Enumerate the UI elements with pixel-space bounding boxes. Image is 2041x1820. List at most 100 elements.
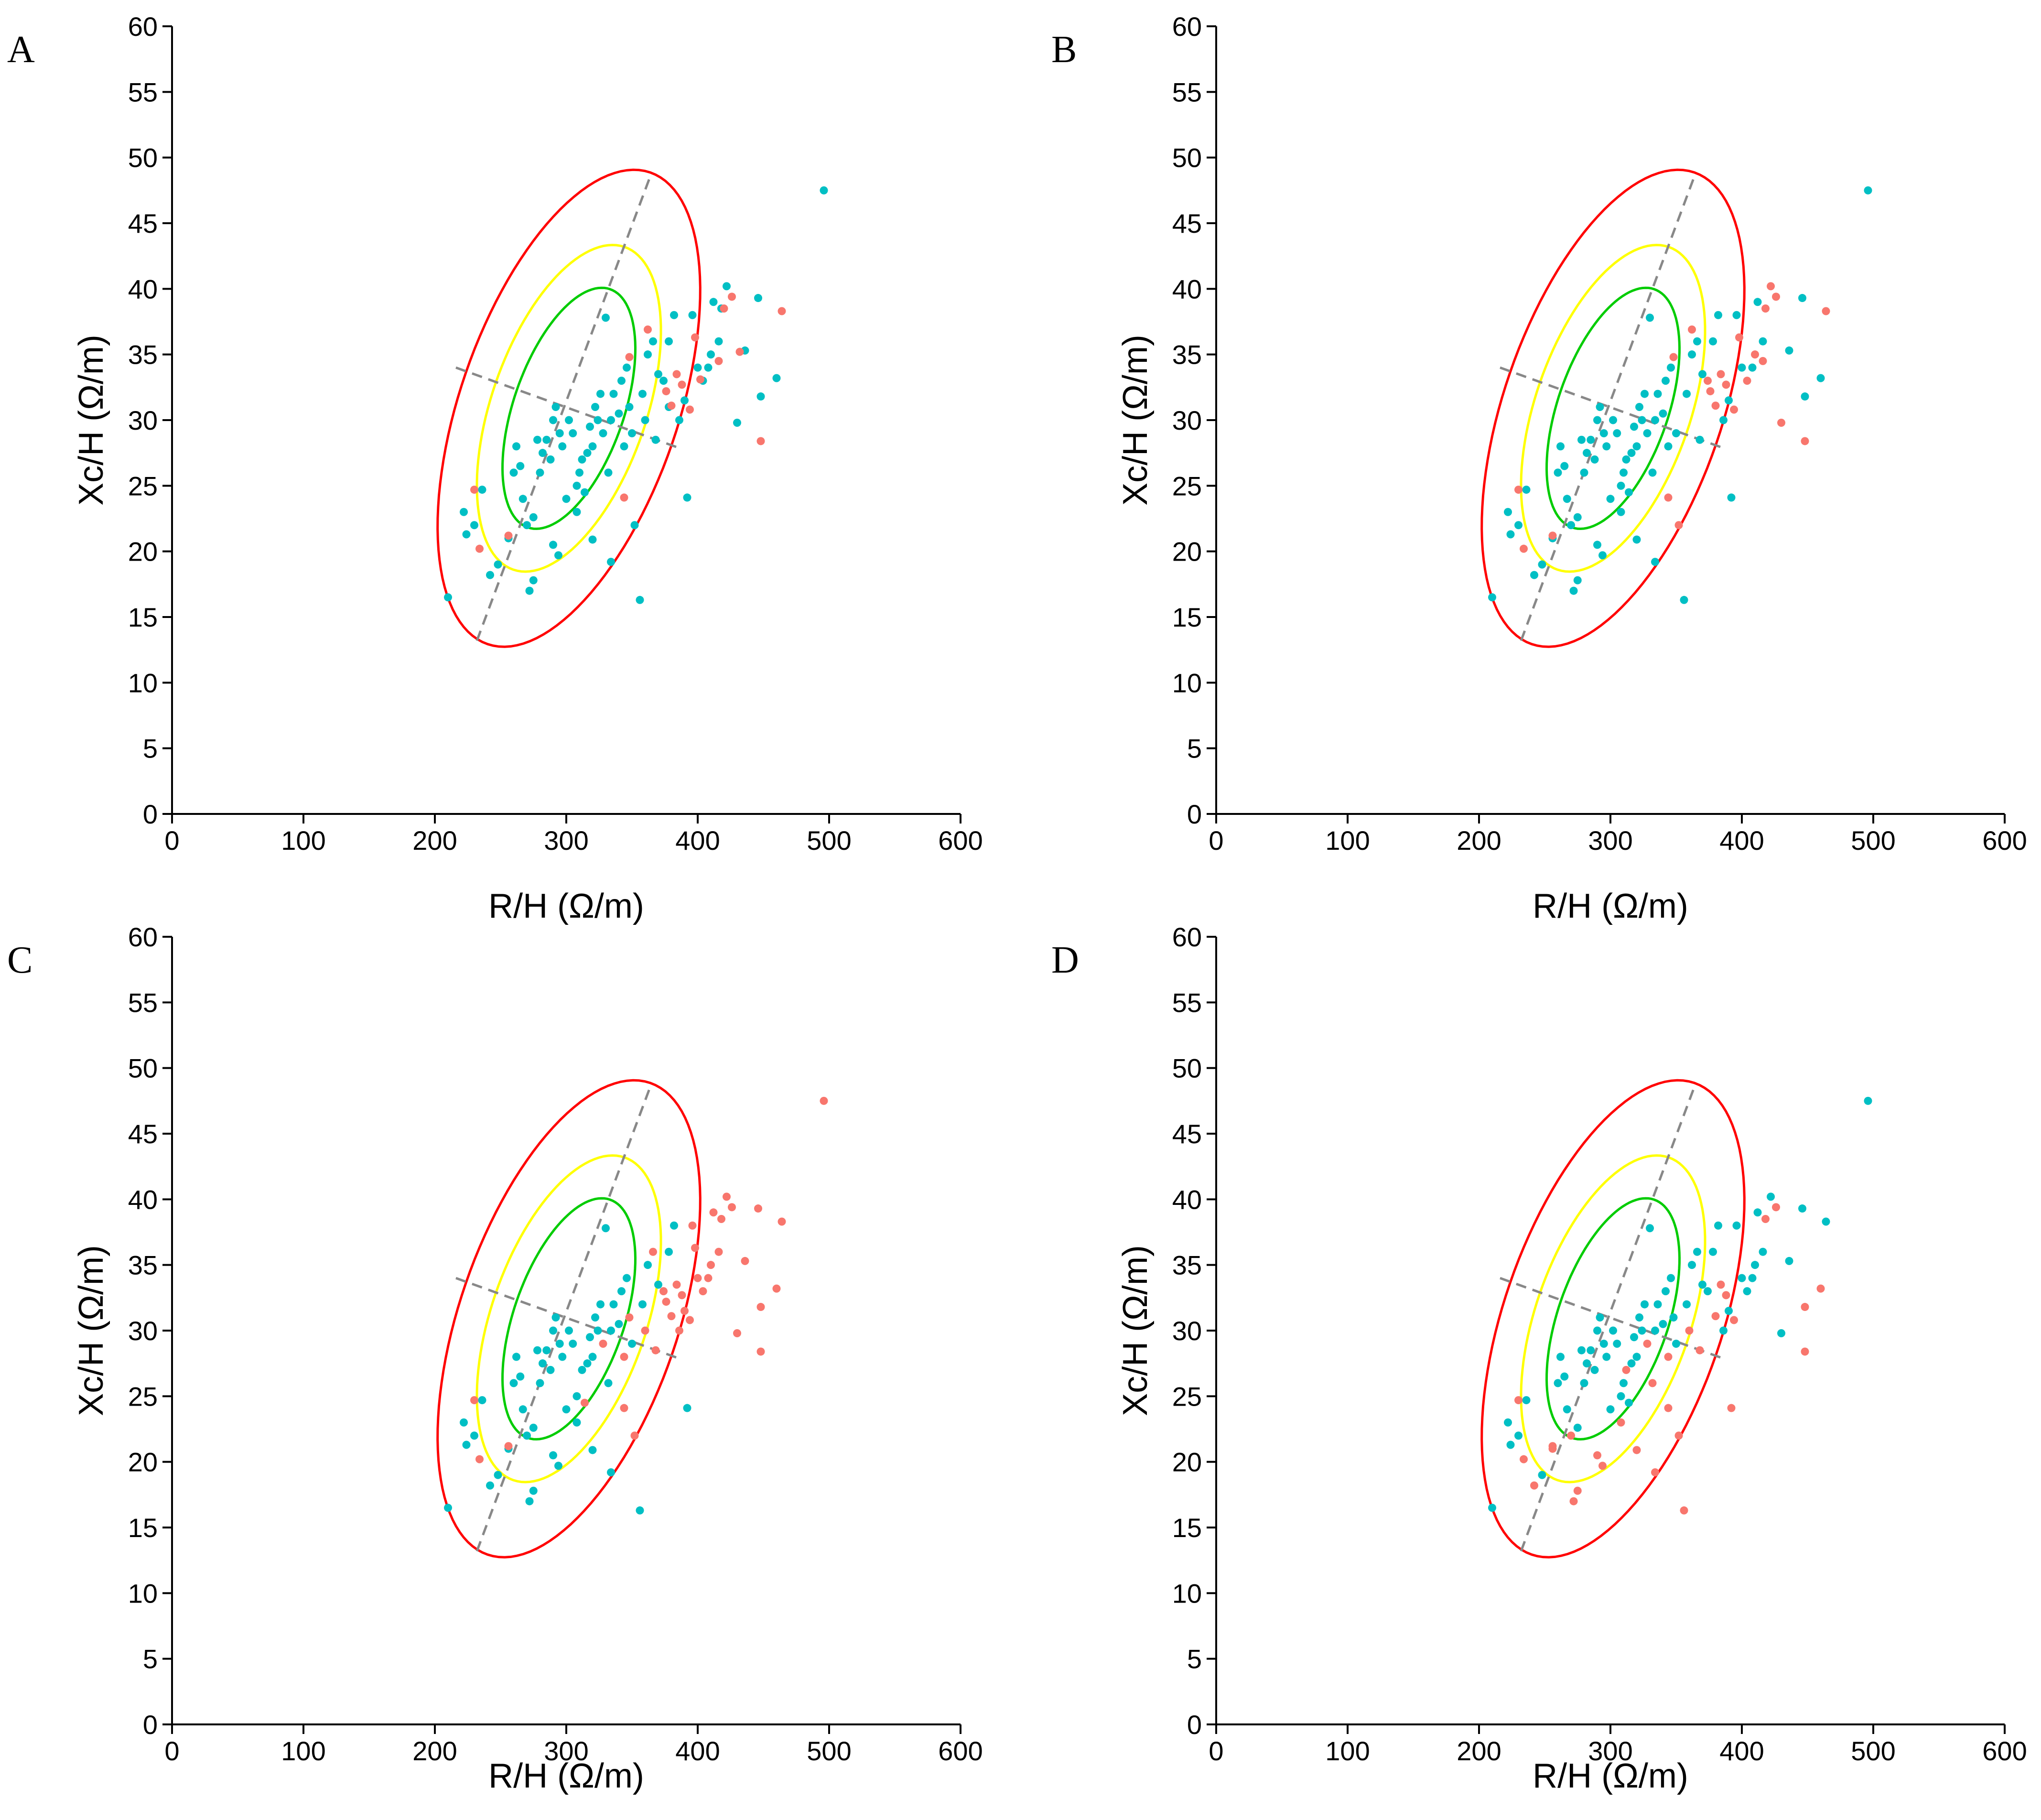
point-teal [1698,1280,1706,1289]
point-salmon [778,307,786,315]
y-tick-label: 60 [1172,11,1202,42]
point-teal [529,1486,538,1495]
point-salmon [675,1326,683,1335]
x-tick-label: 0 [164,1736,179,1766]
point-teal [583,449,592,457]
point-teal [1662,377,1670,385]
ellipse-75 [1520,1154,1706,1484]
point-teal [1646,1224,1654,1233]
point-teal [1627,449,1636,457]
x-tick-label: 200 [1457,825,1501,856]
point-teal [1627,1359,1636,1368]
point-teal [693,363,702,372]
point-teal [820,186,828,195]
point-teal [1630,422,1638,431]
point-teal [494,560,502,569]
point-salmon [1711,401,1720,410]
point-teal [555,429,564,437]
point-teal [1580,468,1588,477]
point-salmon [1759,357,1767,365]
y-axis-label: Xc/H (Ω/m) [72,335,110,506]
point-salmon [475,544,484,553]
x-axis-label: R/H (Ω/m) [488,887,644,925]
point-salmon [686,405,694,414]
point-teal [586,1333,594,1342]
point-teal [523,1431,531,1440]
point-teal [551,1313,560,1322]
point-teal [565,1326,573,1335]
y-tick-label: 20 [128,537,158,567]
point-salmon [662,1298,670,1306]
point-teal [1620,1379,1628,1387]
point-teal [478,1396,486,1405]
point-salmon [1632,1446,1641,1454]
point-salmon [504,531,513,540]
point-salmon [1801,1347,1809,1356]
point-teal [1530,571,1538,579]
point-salmon [662,387,670,396]
point-teal [549,1451,557,1460]
point-teal [754,294,762,303]
point-teal [1573,576,1582,585]
x-tick-label: 300 [1588,1736,1632,1766]
point-teal [1596,403,1604,412]
point-teal [594,416,602,424]
point-teal [1651,558,1659,566]
point-salmon [680,1307,689,1315]
point-teal [1753,298,1762,306]
point-teal [609,390,618,398]
point-salmon [699,1287,707,1296]
point-teal [588,442,597,451]
y-tick-label: 30 [1172,1316,1202,1346]
point-teal [1759,1247,1767,1256]
point-teal [523,521,531,530]
point-teal [558,1353,567,1361]
point-salmon [1669,353,1678,361]
point-teal [1567,521,1575,530]
point-teal [607,558,615,566]
panel-letter: A [7,29,35,71]
point-salmon [741,1257,749,1265]
point-salmon [693,1274,702,1282]
point-teal [1599,1339,1608,1348]
point-teal [670,1221,678,1230]
point-teal [1719,416,1728,424]
point-teal [644,1261,652,1269]
y-tick-label: 35 [1172,340,1202,370]
point-teal [569,429,577,437]
point-teal [460,508,468,516]
point-teal [665,1247,673,1256]
point-teal [1506,530,1515,539]
point-salmon [1767,282,1775,291]
point-teal [533,435,541,444]
point-salmon [649,1247,657,1256]
point-teal [714,337,723,346]
point-salmon [756,437,765,445]
major-axis-line [1520,175,1696,641]
point-salmon [1822,307,1830,315]
point-teal [1554,468,1562,477]
point-teal [529,513,538,521]
point-teal [1641,390,1649,398]
point-teal [1632,442,1641,451]
point-teal [470,1431,478,1440]
point-teal [1606,1405,1615,1414]
ellipse-75 [1520,244,1706,573]
point-teal [536,468,544,477]
point-teal [1767,1192,1775,1201]
point-teal [649,337,657,346]
point-teal [558,442,567,451]
point-teal [1641,1300,1649,1309]
major-axis-line [475,175,652,641]
point-salmon [581,1398,589,1407]
y-tick-label: 10 [1172,668,1202,698]
point-teal [607,416,615,424]
y-tick-label: 60 [128,11,158,42]
point-salmon [1801,437,1809,445]
point-salmon [1704,377,1712,385]
point-teal [1514,1431,1523,1440]
point-teal [1635,1313,1643,1322]
x-tick-label: 0 [1209,825,1223,856]
point-teal [549,416,557,424]
